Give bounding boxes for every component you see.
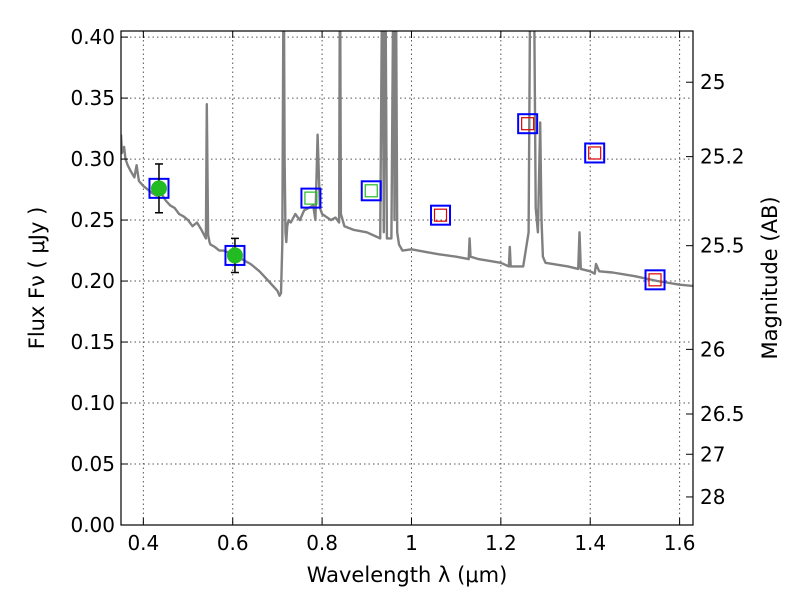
model-point-inner-box — [364, 184, 378, 198]
x-tick-label: 1.2 — [485, 531, 517, 555]
y-tick-label: 0.10 — [70, 391, 115, 415]
model-point-box — [430, 204, 452, 226]
y-tick-label: 0.35 — [70, 86, 115, 110]
y-tick-label: 0.30 — [70, 147, 115, 171]
x-tick-label: 1.6 — [664, 531, 696, 555]
y2-tick-label: 28 — [700, 485, 725, 509]
model-point-inner-box — [648, 273, 662, 287]
y2-tick-label: 27 — [700, 442, 725, 466]
y-tick-label: 0.25 — [70, 208, 115, 232]
observed-point — [226, 247, 243, 264]
x-tick-label: 1.4 — [574, 531, 606, 555]
model-point-inner-box — [433, 208, 448, 222]
y2-axis-label: Magnitude (AB) — [758, 196, 782, 359]
model-point-box — [644, 269, 666, 291]
y-tick-label: 0.40 — [70, 25, 115, 49]
model-point-box — [584, 142, 606, 164]
observed-point — [150, 180, 167, 197]
model-point-box — [517, 113, 539, 135]
x-tick-label: 0.6 — [217, 531, 249, 555]
y-tick-label: 0.15 — [70, 330, 115, 354]
model-point-box — [300, 187, 322, 209]
y2-tick-label: 26 — [700, 337, 725, 361]
y2-tick-label: 25.5 — [700, 234, 745, 258]
y-tick-label: 0.00 — [70, 513, 115, 537]
y2-tick-label: 25 — [700, 70, 725, 94]
y-tick-label: 0.05 — [70, 452, 115, 476]
x-tick-label: 1 — [405, 531, 418, 555]
model-spectrum-line — [121, 31, 693, 297]
y2-tick-label: 26.5 — [700, 402, 745, 426]
y2-tick-label: 25.2 — [700, 145, 745, 169]
model-point-inner-box — [304, 191, 318, 205]
plot-area — [121, 31, 693, 297]
x-tick-label: 0.4 — [127, 531, 159, 555]
model-point-box — [360, 180, 382, 202]
model-point-inner-box — [521, 117, 535, 131]
x-tick-label: 0.8 — [306, 531, 338, 555]
x-axis-label: Wavelength λ (μm) — [307, 563, 508, 587]
plot-frame — [120, 30, 694, 526]
model-point-inner-box — [588, 146, 602, 160]
y-axis-label: Flux Fν ( μJy ) — [25, 207, 49, 350]
axes: 0.4 0.6 0.8 1 1.2 1.4 1.6 0.00 0.05 0.10 0.15 0.20 0… — [70, 25, 744, 555]
y-tick-label: 0.20 — [70, 269, 115, 293]
